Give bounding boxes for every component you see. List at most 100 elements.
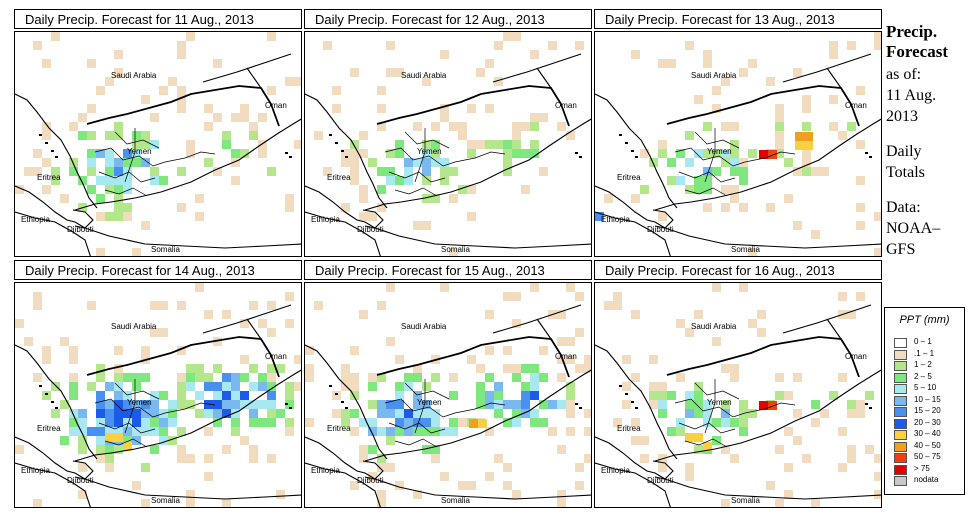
legend-swatch (894, 430, 907, 440)
precip-cell (386, 149, 395, 158)
precip-cell (33, 301, 42, 310)
precip-cell (69, 382, 78, 391)
country-label-ethiopia: Ethiopia (21, 466, 50, 475)
precip-cell (377, 122, 386, 131)
precip-cell (784, 391, 793, 400)
precip-cell (123, 373, 132, 382)
precip-cell (721, 400, 730, 409)
island-mark (865, 403, 868, 405)
precip-cell (222, 499, 231, 507)
precip-cell (685, 391, 694, 400)
precip-cell (359, 418, 368, 427)
precip-cell (856, 86, 865, 95)
legend-swatch (894, 464, 907, 475)
precip-cell (449, 427, 458, 436)
precip-cell (485, 472, 494, 481)
precip-cell (395, 149, 404, 158)
precip-cell (775, 122, 784, 131)
precip-cell (195, 373, 204, 382)
precip-cell (685, 328, 694, 337)
map-canvas: Saudi Arabia Oman Yemen Eritrea Ethiopia Djib… (305, 283, 591, 507)
precip-cell (404, 158, 413, 167)
precip-cell (51, 409, 60, 418)
precip-cell (802, 104, 811, 113)
legend-swatch (894, 476, 907, 486)
precip-cell (503, 364, 512, 373)
precip-cell (703, 185, 712, 194)
precip-hotspot-cell (768, 401, 777, 410)
precip-cell (105, 158, 114, 167)
precip-cell (503, 140, 512, 149)
precip-cell (33, 167, 42, 176)
precip-cell (530, 391, 539, 400)
precip-cell (141, 373, 150, 382)
precip-cell (557, 400, 566, 409)
legend-swatch (894, 372, 907, 383)
forecast-panel-5: Daily Precip. Forecast for 15 Aug., 2013… (304, 260, 594, 508)
precip-cell (838, 427, 847, 436)
precip-cell (159, 176, 168, 185)
precip-cell (204, 122, 213, 131)
precip-cell (24, 167, 33, 176)
island-mark (341, 150, 344, 152)
island-mark (865, 152, 868, 154)
precip-cell (649, 391, 658, 400)
precip-cell (694, 391, 703, 400)
precip-cell (305, 346, 314, 355)
precip-cell (422, 409, 431, 418)
precip-cell (685, 158, 694, 167)
precip-cell (276, 490, 285, 499)
precip-map: Saudi Arabia Oman Yemen Eritrea Ethiopia Djib… (304, 282, 592, 508)
precip-cell (177, 346, 186, 355)
precip-cell (186, 149, 195, 158)
precip-cell (730, 454, 739, 463)
map-boundary (305, 93, 388, 209)
precip-cell (395, 481, 404, 490)
country-label-djibouti: Djibouti (67, 225, 94, 234)
precip-cell (539, 373, 548, 382)
map-boundary (15, 344, 98, 460)
precip-cell (757, 310, 766, 319)
precip-cell (730, 167, 739, 176)
island-mark (329, 385, 332, 387)
legend-label: 5 – 10 (914, 383, 937, 392)
precip-cell (132, 140, 141, 149)
precip-cell (350, 167, 359, 176)
precip-cell (694, 149, 703, 158)
precip-cell (667, 158, 676, 167)
precip-cell (703, 176, 712, 185)
precip-cell (422, 418, 431, 427)
precip-cell (739, 68, 748, 77)
precip-cell (856, 400, 865, 409)
precip-cell (132, 149, 141, 158)
precip-cell (566, 337, 575, 346)
precip-cell (123, 203, 132, 212)
precip-cell (557, 490, 566, 499)
precip-cell (150, 400, 159, 409)
precip-cell (748, 248, 757, 256)
precip-cell (323, 167, 332, 176)
precip-cell (485, 400, 494, 409)
precip-cell (685, 400, 694, 409)
precip-cell (721, 418, 730, 427)
precip-cell (458, 185, 467, 194)
precip-cell (332, 104, 341, 113)
precip-cell (721, 185, 730, 194)
country-label-somalia: Somalia (151, 245, 180, 254)
precip-cell (793, 436, 802, 445)
country-label-oman: Oman (265, 352, 287, 361)
precip-cell (105, 131, 114, 140)
precip-cell (440, 113, 449, 122)
precip-cell (368, 158, 377, 167)
map-boundary (454, 151, 506, 163)
precip-cell (431, 445, 440, 454)
country-label-yemen: Yemen (127, 398, 152, 407)
precip-cell (96, 436, 105, 445)
precip-cell (285, 292, 294, 301)
country-label-yemen: Yemen (417, 147, 442, 156)
country-label-ethiopia: Ethiopia (311, 466, 340, 475)
precip-cell (96, 409, 105, 418)
precip-cell (748, 409, 757, 418)
precip-cell (168, 400, 177, 409)
map-boundary (202, 53, 292, 83)
